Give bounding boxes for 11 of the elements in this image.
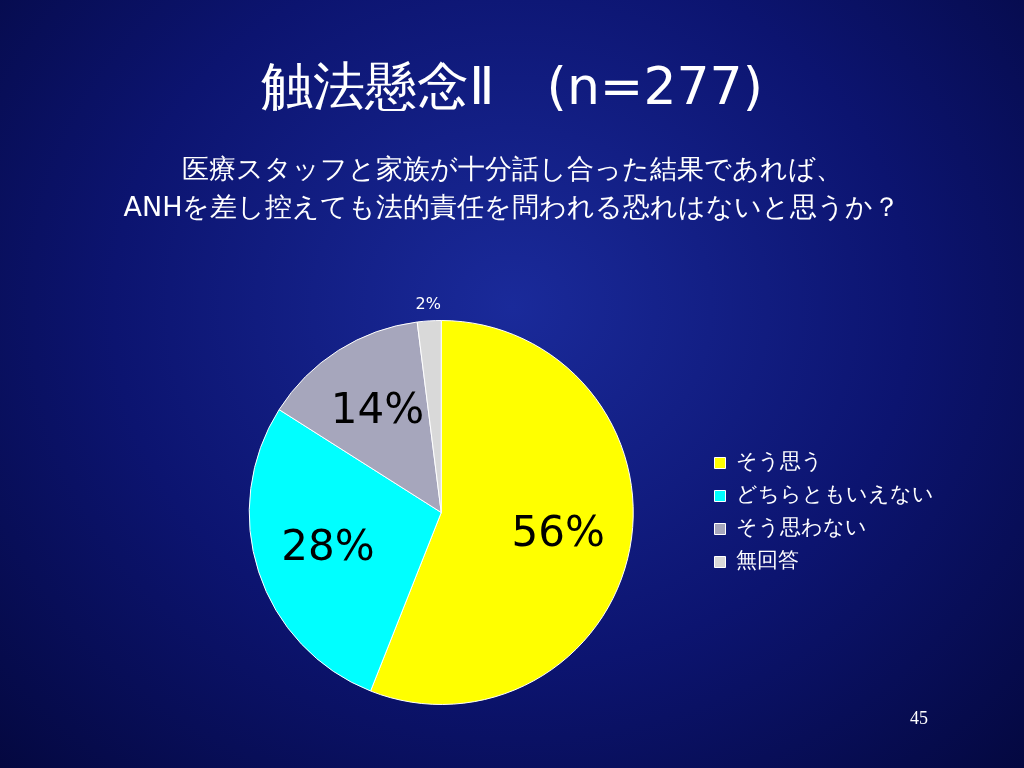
data-label: 56% [511,506,605,556]
text: 45 [910,708,928,729]
chart-subtitle: 医療スタッフと家族が十分話し合った結果であれば、 ANHを差し控えても法的責任を問われる恐れはないと思うか？ [122,152,902,224]
chart-title: 触法懸念Ⅱ (n=277) [260,55,764,118]
legend-label: そう思う [736,449,823,474]
data-label: 28% [281,521,375,571]
legend-label: そう思わない [736,515,867,540]
legend-label: 無回答 [736,548,799,573]
legend-label: どちらともいえない [736,482,934,507]
data-label: 2% [415,294,441,314]
data-label: 14% [330,383,425,433]
